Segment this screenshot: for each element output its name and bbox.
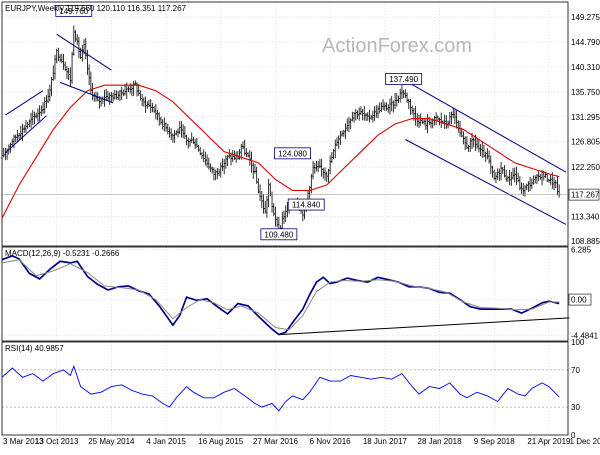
macd-y-tick-label: -4.4841 — [571, 331, 599, 340]
macd-macd-line — [1, 254, 560, 336]
channel-upper-line — [405, 80, 567, 173]
x-tick-label: 25 May 2014 — [88, 437, 135, 446]
x-tick-label: 4 Jan 2015 — [146, 437, 186, 446]
x-tick-label: 18 Jun 2017 — [363, 437, 408, 446]
price-annotation-label: 137.490 — [389, 75, 418, 84]
rsi-y-tick-label: 70 — [571, 366, 580, 375]
price-annotation-box — [287, 198, 325, 211]
price-panel-frame — [1, 1, 569, 247]
price-y-tick-label: 131.295 — [571, 113, 600, 122]
rsi-header: RSI(14) 40.9857 — [5, 344, 64, 353]
x-tick-label: 28 Jan 2018 — [418, 437, 463, 446]
watermark: ActionForex.com — [322, 35, 472, 57]
x-tick-label: 3 Mar 2013 — [3, 437, 44, 446]
x-tick-label: 1 Dec 2019 — [570, 437, 600, 446]
x-tick-label: 13 Oct 2013 — [35, 437, 79, 446]
price-annotation-box — [385, 73, 423, 85]
price-annotation-label: 124.080 — [278, 149, 307, 158]
price-y-tick-label: 113.340 — [571, 212, 600, 221]
macd-y-tick-label: 6.285 — [571, 246, 592, 255]
price-annotation-label: 149.760 — [59, 7, 88, 16]
price-annotation-box — [260, 228, 298, 241]
price-header: EURJPY,Weekly 119.660 120.110 116.351 11… — [5, 4, 187, 13]
rsi-panel-frame — [1, 341, 569, 436]
price-annotation-label: 114.840 — [292, 201, 321, 210]
price-y-tick-label: 149.275 — [571, 13, 600, 22]
macd-header: MACD(12,26,9) -0.5231 -0.2666 — [5, 249, 120, 258]
current-price-label: 117.267 — [571, 191, 600, 200]
x-tick-label: 16 Aug 2015 — [198, 437, 243, 446]
x-tick-label: 9 Sep 2018 — [474, 437, 515, 446]
macd-panel-frame — [1, 246, 569, 342]
rsi-y-tick-label: 0 — [571, 431, 576, 440]
price-annotation-box — [274, 147, 311, 160]
current-price-box — [568, 188, 600, 201]
x-tick-label: 6 Nov 2016 — [310, 437, 351, 446]
rsi-y-tick-label: 30 — [571, 403, 580, 412]
flag-upper-line — [56, 33, 112, 71]
price-y-tick-label: 122.250 — [571, 163, 600, 172]
rsi-y-tick-label: 100 — [571, 338, 585, 347]
x-tick-label: 27 Mar 2016 — [253, 437, 298, 446]
rising-wedge-top-line — [5, 90, 44, 116]
price-annotation-label: 109.480 — [264, 230, 293, 239]
price-y-tick-label: 126.805 — [571, 138, 600, 147]
macd-y-tick-label: 0.00 — [571, 296, 587, 305]
grid-layer — [1, 2, 568, 435]
rising-wedge-bottom-line — [5, 115, 47, 154]
price-y-tick-label: 108.885 — [571, 237, 600, 246]
macd-zero-box — [568, 293, 592, 306]
macd-signal-line — [1, 259, 560, 331]
channel-lower-line — [405, 139, 567, 225]
rsi-line — [1, 364, 560, 412]
macd-trendline-line — [278, 317, 570, 336]
flag-lower-line — [59, 81, 114, 104]
price-y-tick-label: 144.790 — [571, 38, 600, 47]
x-tick-label: 21 Apr 2019 — [527, 437, 571, 446]
sma-line — [1, 84, 560, 219]
price-y-tick-label: 140.310 — [571, 63, 600, 72]
price-y-tick-label: 135.750 — [571, 88, 600, 97]
price-annotation-box — [55, 5, 93, 17]
